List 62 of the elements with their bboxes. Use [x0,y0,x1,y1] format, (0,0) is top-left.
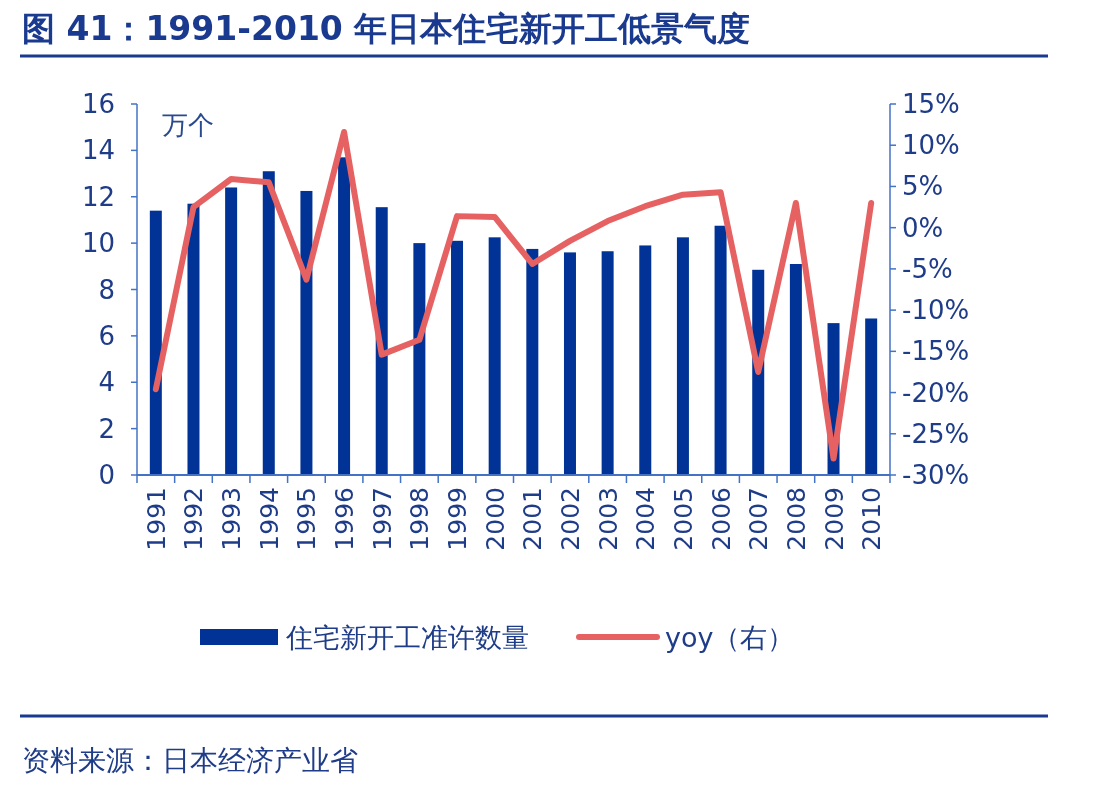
bar [639,245,652,475]
x-tick-label: 1995 [292,487,322,551]
legend-label: yoy（右） [665,622,795,653]
x-tick-label: 2006 [706,487,736,551]
x-tick-label: 2001 [518,487,548,551]
bar [714,225,727,475]
x-tick-label: 2002 [555,487,585,551]
y-tick-label: 4 [98,367,115,398]
y-tick-label: 14 [81,135,115,166]
y-tick-label: 6 [98,320,115,351]
text: 资料来源：日本经济产业省 [22,744,358,777]
y-tick-label: 10 [81,228,115,259]
bar [601,251,614,475]
x-tick-label: 2009 [819,487,849,551]
bar [563,252,576,475]
x-tick-label: 1994 [254,487,284,551]
y-tick-label: 2 [98,413,115,444]
bar [149,210,162,475]
y-tick-label: 12 [81,181,115,212]
bar [300,190,313,475]
y-tick-label: 16 [81,89,115,119]
x-tick-label: 2008 [781,487,811,551]
y2-tick-label: 5% [902,171,944,202]
y-tick-label: 0 [98,460,115,490]
y2-tick-label: -25% [902,418,970,449]
x-tick-label: 1999 [443,487,473,551]
y2-tick-label: 15% [902,89,960,119]
bar [338,157,351,475]
x-tick-label: 1991 [141,487,171,551]
x-tick-label: 2007 [744,487,774,551]
x-tick-label: 2003 [593,487,623,551]
bar [225,187,238,475]
y-axis-title: 万个 [162,110,214,140]
x-tick-label: 1992 [179,487,209,551]
x-tick-label: 1993 [217,487,247,551]
y2-tick-label: -30% [902,460,970,490]
x-tick-label: 2005 [668,487,698,551]
y2-tick-label: -10% [902,295,970,326]
bar [865,318,878,475]
x-tick-label: 2000 [480,487,510,551]
bar [789,263,802,475]
bar [676,237,689,475]
legend-label: 住宅新开工准许数量 [285,622,529,653]
bar [262,171,275,475]
x-tick-label: 1997 [367,487,397,551]
x-tick-label: 2004 [631,487,661,551]
bar [413,243,426,475]
x-tick-label: 1998 [405,487,435,551]
y2-tick-label: -20% [902,377,970,408]
bar [526,248,539,475]
y2-tick-label: 0% [902,212,944,243]
x-tick-label: 2010 [857,487,887,551]
y-tick-label: 8 [98,274,115,305]
bar [187,203,200,475]
y2-tick-label: -5% [902,253,953,284]
chart-title: 图 41：1991-2010 年日本住宅新开工低景气度 [22,9,751,48]
y2-tick-label: 10% [902,130,960,161]
bar [488,237,501,475]
bar [451,240,464,475]
bar [375,207,388,475]
y2-tick-label: -15% [902,336,970,367]
x-tick-label: 1996 [330,487,360,551]
